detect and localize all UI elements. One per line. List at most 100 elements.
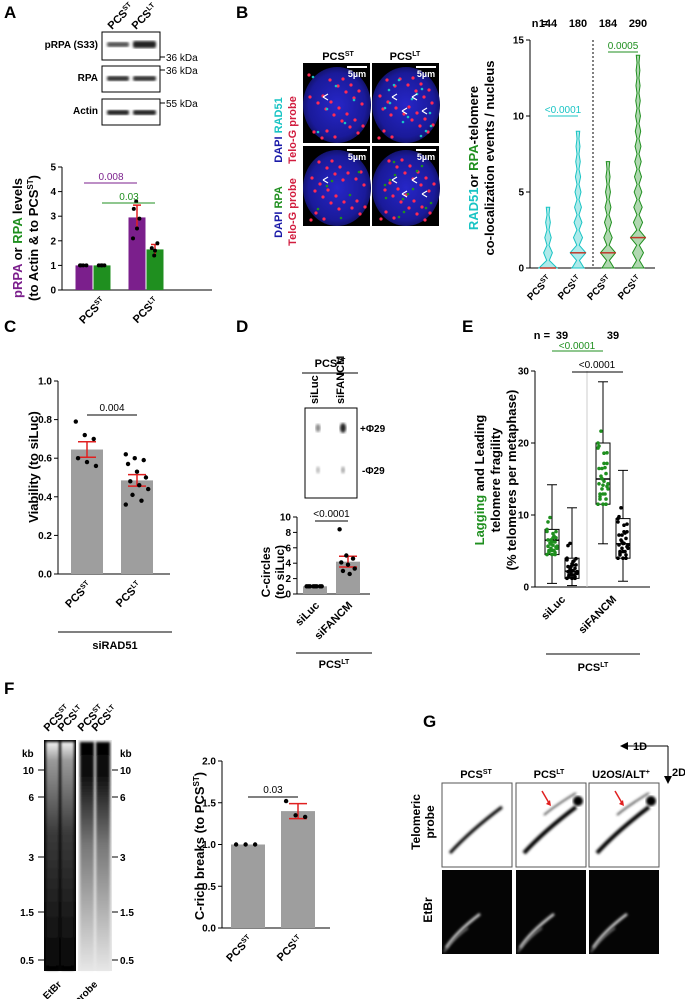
colocalization-arrow bbox=[391, 176, 398, 184]
y-tick-label: 1.5 bbox=[202, 798, 216, 809]
data-point bbox=[233, 842, 239, 847]
western-blot-images bbox=[101, 31, 161, 126]
data-point bbox=[624, 553, 628, 557]
telomere-foci bbox=[420, 205, 424, 209]
data-point bbox=[547, 550, 551, 555]
y-tick-label: 2 bbox=[50, 236, 56, 247]
sample-label: PCSST bbox=[322, 51, 354, 63]
axis-title: Viability (to siLuc) bbox=[26, 411, 41, 523]
kb-tick-label: 6 bbox=[120, 793, 126, 804]
p-value: <0.0001 bbox=[559, 341, 596, 352]
bar bbox=[146, 249, 164, 290]
lane-label: siLuc bbox=[309, 375, 321, 404]
panel-f: F PCSST PCSLT PCSST PCSLT kb kb 10 106 63 3… bbox=[4, 679, 330, 999]
telomere-foci bbox=[348, 125, 352, 129]
y-tick-label: 0.8 bbox=[38, 415, 52, 426]
y-tick-label: 30 bbox=[518, 367, 530, 378]
telomere-foci bbox=[316, 101, 320, 105]
protein-foci bbox=[424, 206, 428, 210]
y-tick-label: 0.2 bbox=[38, 531, 52, 542]
telomere-foci bbox=[399, 200, 403, 204]
data-point bbox=[603, 465, 607, 470]
data-point bbox=[602, 479, 606, 484]
data-point bbox=[617, 533, 621, 537]
telomere-foci bbox=[333, 135, 337, 139]
data-point bbox=[622, 530, 626, 534]
gel-images bbox=[44, 740, 112, 971]
row-label: probe bbox=[423, 805, 437, 839]
n-value: 144 bbox=[539, 18, 558, 30]
colocalization-arrow bbox=[401, 107, 408, 115]
data-point bbox=[137, 483, 142, 488]
data-point bbox=[596, 441, 600, 445]
violin bbox=[629, 54, 647, 269]
data-point bbox=[73, 419, 79, 424]
data-point bbox=[597, 466, 601, 471]
lane-label: siFANCM bbox=[335, 356, 347, 404]
data-point bbox=[552, 548, 556, 553]
data-point bbox=[574, 563, 578, 567]
telomere-foci bbox=[336, 84, 340, 88]
protein-foci bbox=[411, 187, 415, 191]
data-point bbox=[546, 544, 550, 548]
data-point bbox=[553, 540, 557, 544]
panel-letter: F bbox=[4, 679, 14, 698]
gel-arc bbox=[444, 913, 481, 949]
data-point bbox=[604, 471, 608, 476]
protein-foci bbox=[330, 179, 334, 183]
data-point bbox=[623, 549, 627, 554]
telomere-foci bbox=[382, 129, 386, 133]
data-point bbox=[314, 584, 319, 589]
telomere-foci bbox=[318, 182, 322, 186]
data-point bbox=[598, 494, 602, 499]
data-point bbox=[352, 566, 357, 571]
data-point bbox=[554, 536, 558, 540]
tick-label: siLuc bbox=[539, 594, 568, 623]
data-point bbox=[146, 486, 151, 492]
blot-label: RPA bbox=[78, 73, 98, 84]
chart-c: 0.0 0.2 0.4 0.6 0.8 1.0 PCSST PCSLT 0.004 bbox=[38, 377, 170, 610]
p-value: 0.0005 bbox=[608, 41, 639, 52]
data-point bbox=[339, 560, 344, 565]
data-point bbox=[620, 533, 624, 537]
microscopy-images: 5µm 5µm 5µm 5µm bbox=[303, 63, 440, 226]
protein-foci bbox=[410, 97, 414, 101]
axis-title: pRPA or RPA levels bbox=[10, 178, 25, 298]
axis-title: telomere fragility bbox=[488, 427, 503, 533]
protein-foci bbox=[429, 124, 433, 128]
data-point bbox=[252, 842, 258, 847]
n-value: 290 bbox=[629, 18, 647, 30]
protein-foci bbox=[384, 196, 388, 200]
colocalization-arrow bbox=[421, 190, 428, 198]
protein-foci bbox=[397, 215, 401, 219]
telomere-foci bbox=[362, 183, 366, 187]
data-point bbox=[601, 483, 605, 487]
panel-letter: A bbox=[4, 3, 16, 22]
gel-arc bbox=[595, 805, 651, 855]
data-point bbox=[84, 263, 89, 268]
data-point bbox=[625, 530, 629, 534]
data-point bbox=[572, 559, 576, 563]
data-point bbox=[149, 246, 154, 251]
y-tick-label: 0 bbox=[523, 583, 529, 594]
data-point bbox=[550, 552, 554, 557]
protein-foci bbox=[325, 184, 329, 188]
telomere-foci bbox=[321, 195, 325, 199]
data-point bbox=[565, 558, 569, 562]
kb-tick-label: 6 bbox=[28, 793, 34, 804]
kb-tick-label: 1.5 bbox=[120, 908, 134, 919]
p-value: <0.0001 bbox=[313, 509, 350, 520]
n-label: n = bbox=[534, 330, 550, 342]
colocalization-arrow bbox=[411, 93, 418, 101]
y-tick-label: 2 bbox=[285, 574, 291, 585]
protein-foci bbox=[419, 134, 423, 138]
telomere-foci bbox=[337, 106, 341, 110]
data-point bbox=[123, 452, 128, 457]
bar bbox=[281, 811, 315, 928]
colocalization-arrow bbox=[322, 93, 329, 101]
red-arrow bbox=[614, 790, 623, 804]
blot-label: Actin bbox=[73, 106, 98, 117]
telomere-foci bbox=[419, 82, 423, 86]
telomere-foci bbox=[357, 89, 361, 93]
